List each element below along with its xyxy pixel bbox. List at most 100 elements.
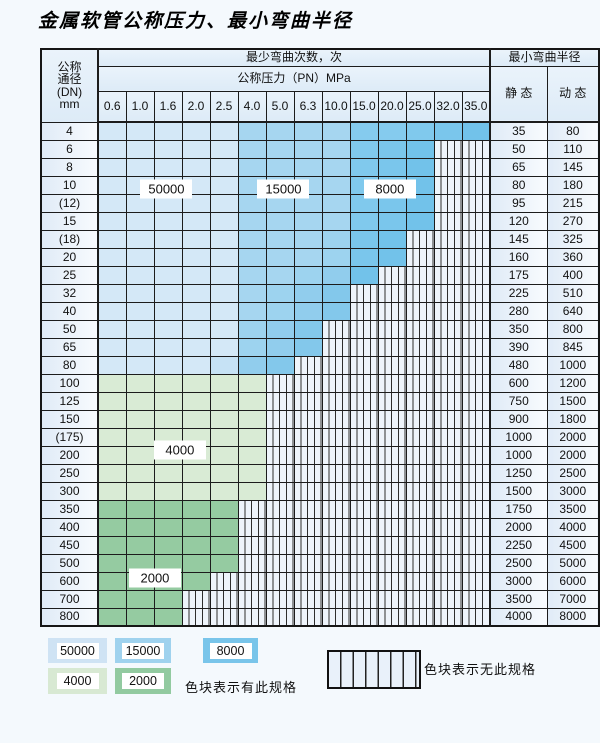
table-row: 10 80 180: [40, 175, 600, 195]
spec-cell: [97, 463, 127, 483]
no-spec-cell: [405, 373, 435, 393]
spec-cell: [97, 373, 127, 393]
no-spec-cell: [321, 355, 351, 375]
spec-cell: [321, 139, 351, 159]
no-spec-cell: [461, 427, 492, 447]
spec-cell: [181, 499, 211, 519]
corner-line-2: 通径: [57, 72, 82, 87]
spec-cell: [237, 463, 267, 483]
dn-cell: 125: [40, 391, 99, 411]
static-radius-cell: 175: [489, 265, 548, 285]
dynamic-radius-cell: 110: [546, 139, 600, 159]
no-spec-cell: [293, 391, 323, 411]
no-spec-cell: [265, 481, 295, 501]
table-row: 50 350 800: [40, 319, 600, 339]
no-spec-cell: [265, 517, 295, 537]
spec-cell: [97, 535, 127, 555]
spec-cell: [349, 157, 379, 177]
spec-cell: [153, 301, 183, 321]
spec-cell: [153, 139, 183, 159]
dynamic-radius-cell: 270: [546, 211, 600, 231]
page-title: 金属软管公称压力、最小弯曲半径: [38, 11, 354, 32]
spec-cell: [237, 337, 267, 357]
no-spec-cell: [293, 355, 323, 375]
no-spec-cell: [433, 229, 463, 249]
spec-cell: [265, 283, 295, 303]
no-spec-cell: [433, 607, 463, 627]
dn-cell: 450: [40, 535, 99, 555]
no-spec-cell: [321, 607, 351, 627]
spec-cell: [209, 355, 239, 375]
static-radius-cell: 160: [489, 247, 548, 267]
no-spec-cell: [265, 553, 295, 573]
static-radius-cell: 1750: [489, 499, 548, 519]
spec-cell: [97, 265, 127, 285]
spec-cell: [349, 265, 379, 285]
no-spec-cell: [349, 409, 379, 429]
spec-cell: [125, 553, 155, 573]
spec-cell: [265, 355, 295, 375]
no-spec-cell: [433, 319, 463, 339]
spec-cell: [209, 445, 239, 465]
table-row: (175) 1000 2000: [40, 427, 600, 447]
dn-cell: (175): [40, 427, 99, 447]
dynamic-radius-cell: 845: [546, 337, 600, 357]
spec-cell: [237, 121, 267, 141]
dn-cell: 150: [40, 409, 99, 429]
no-spec-cell: [321, 391, 351, 411]
dynamic-radius-cell: 145: [546, 157, 600, 177]
spec-cell: [97, 247, 127, 267]
table-row: 500 2500 5000: [40, 553, 600, 573]
static-radius-cell: 1250: [489, 463, 548, 483]
bend-cycles-header: 最少弯曲次数，次: [97, 48, 492, 67]
spec-cell: [237, 211, 267, 231]
no-spec-cell: [349, 283, 379, 303]
spec-cell: [125, 607, 155, 627]
dn-cell: 250: [40, 463, 99, 483]
spec-cell: [405, 211, 435, 231]
spec-cell: [321, 247, 351, 267]
pressure-col-header: 4.0: [237, 90, 267, 123]
static-radius-cell: 390: [489, 337, 548, 357]
dn-cell: 6: [40, 139, 99, 159]
no-spec-cell: [405, 589, 435, 609]
no-spec-cell: [237, 499, 267, 519]
spec-cell: [153, 193, 183, 213]
spec-cell: [97, 337, 127, 357]
static-radius-cell: 225: [489, 283, 548, 303]
no-spec-cell: [405, 499, 435, 519]
no-spec-cell: [461, 247, 492, 267]
no-spec-cell: [405, 481, 435, 501]
spec-cell: [377, 139, 407, 159]
no-spec-cell: [433, 589, 463, 609]
dn-cell: 10: [40, 175, 99, 195]
no-spec-cell: [265, 571, 295, 591]
spec-cell: [181, 409, 211, 429]
no-spec-cell: [321, 589, 351, 609]
static-radius-cell: 1000: [489, 427, 548, 447]
spec-cell: [209, 391, 239, 411]
dn-cell: 8: [40, 157, 99, 177]
dn-cell: 500: [40, 553, 99, 573]
spec-cell: [153, 571, 183, 591]
dn-cell: 400: [40, 517, 99, 537]
legend-swatch-50000: 50000: [48, 638, 107, 663]
no-spec-cell: [461, 355, 492, 375]
spec-cell: [153, 355, 183, 375]
legend-swatch-label: 2000: [122, 673, 164, 689]
spec-cell: [125, 517, 155, 537]
spec-cell: [181, 175, 211, 195]
no-spec-cell: [265, 535, 295, 555]
spec-cell: [349, 175, 379, 195]
spec-cell: [209, 553, 239, 573]
no-spec-cell: [461, 283, 492, 303]
spec-cell: [125, 463, 155, 483]
dn-cell: 300: [40, 481, 99, 501]
no-spec-cell: [293, 535, 323, 555]
spec-cell: [293, 121, 323, 141]
no-spec-cell: [461, 175, 492, 195]
table-row: 350 1750 3500: [40, 499, 600, 519]
table-row: 200 1000 2000: [40, 445, 600, 465]
static-radius-cell: 50: [489, 139, 548, 159]
spec-cell: [97, 553, 127, 573]
